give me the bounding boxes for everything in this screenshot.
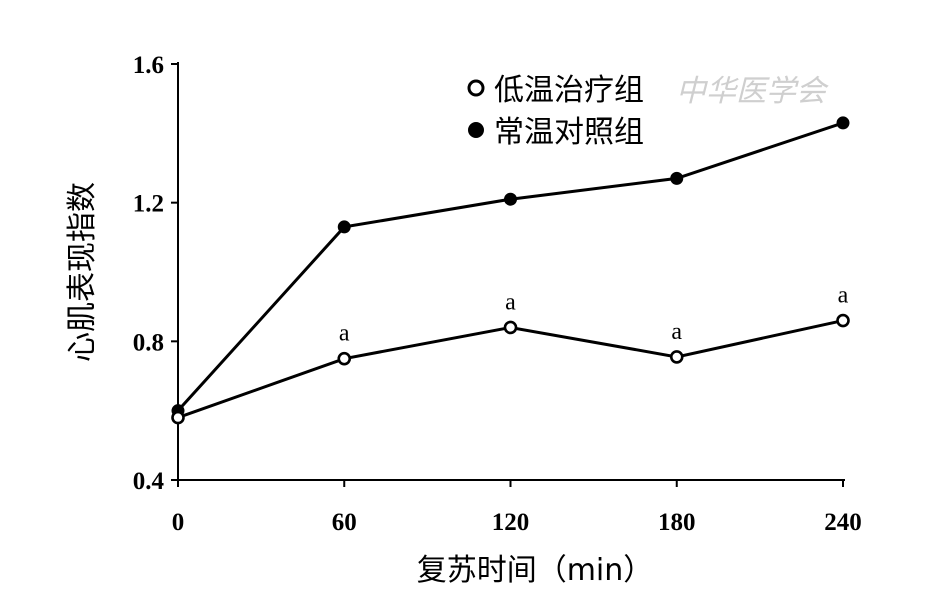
x-tick-label: 0 bbox=[172, 509, 185, 536]
legend-label: 常温对照组 bbox=[494, 115, 644, 150]
data-point-normothermia bbox=[670, 171, 684, 185]
series-layer: a a a a bbox=[171, 116, 850, 425]
legend-marker-hollow-icon bbox=[467, 79, 485, 97]
x-tick-label: 180 bbox=[658, 509, 696, 536]
data-point-hypothermia bbox=[337, 351, 352, 366]
significance-label: a bbox=[671, 319, 682, 345]
x-axis-title: 复苏时间（min） bbox=[417, 553, 654, 588]
data-point-hypothermia bbox=[669, 350, 684, 364]
y-tick-label: 0.4 bbox=[133, 468, 165, 495]
y-tick-label: 0.8 bbox=[133, 329, 164, 356]
data-point-hypothermia bbox=[836, 313, 850, 328]
y-tick-label: 1.2 bbox=[133, 191, 164, 218]
y-tick-label: 1.6 bbox=[133, 52, 164, 79]
significance-label: a bbox=[339, 321, 350, 347]
x-tick-label: 60 bbox=[332, 509, 357, 536]
data-point-hypothermia bbox=[171, 410, 185, 425]
series-line-hypothermia bbox=[177, 319, 844, 420]
data-point-normothermia bbox=[504, 192, 517, 206]
data-point-normothermia bbox=[836, 116, 850, 130]
x-tick-label: 240 bbox=[824, 509, 862, 536]
data-point-hypothermia bbox=[503, 320, 518, 335]
series-line-normothermia bbox=[176, 121, 844, 412]
watermark: 中华医学会 bbox=[676, 74, 829, 109]
data-point-normothermia bbox=[337, 220, 351, 234]
y-axis-title: 心肌表现指数 bbox=[65, 182, 100, 362]
significance-label: a bbox=[838, 283, 849, 309]
legend-marker-filled-icon bbox=[468, 122, 484, 138]
significance-label: a bbox=[505, 289, 516, 315]
legend-label: 低温治疗组 bbox=[494, 73, 644, 108]
x-tick-label: 120 bbox=[492, 509, 530, 536]
axes: 0.4 0.8 1.2 1.6 0 60 120 180 240 bbox=[133, 52, 862, 536]
